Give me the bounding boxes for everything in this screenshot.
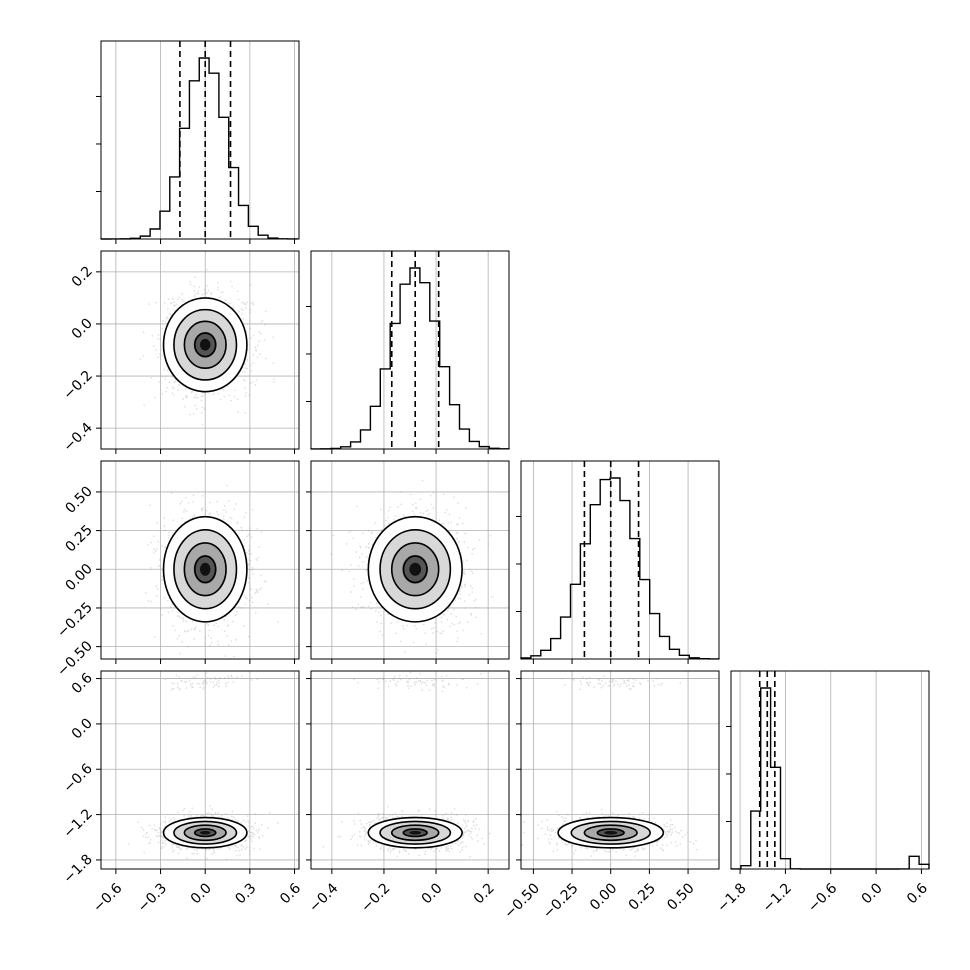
scatter-panel-4-2: −0.4 −0.2 0.0 0.2 — [306, 670, 510, 916]
contour-line — [162, 297, 248, 393]
contour-line — [390, 542, 440, 597]
scatter-panel-4-1: −0.6 −0.3 0.0 0.3 0.6 −1.8 −1.2 −0.6 0.0 0.6 — [60, 670, 304, 916]
contour-line — [162, 816, 248, 849]
density-fill — [604, 830, 618, 835]
y-tick-label: −0.2 — [60, 368, 95, 403]
y-tick-label: −1.2 — [60, 806, 95, 841]
y-tick-label: 0.0 — [69, 715, 96, 742]
histogram-panel-2 — [306, 250, 510, 454]
contour-line — [367, 816, 463, 849]
y-tick-label: −0.6 — [60, 761, 95, 796]
contour-line — [193, 332, 217, 358]
x-tick-label: −1.8 — [714, 880, 749, 915]
x-tick-label: 0.00 — [587, 880, 620, 913]
scatter-panel-2-1: −0.4 −0.2 0.0 0.2 — [60, 250, 300, 455]
contour-line — [173, 308, 238, 381]
panel-frame — [310, 670, 510, 870]
panel-frame — [520, 460, 720, 660]
density-fill — [200, 338, 211, 351]
y-tick-label: 0.2 — [69, 263, 96, 290]
density-fill — [409, 830, 422, 835]
panel-frame — [520, 670, 720, 870]
contour-line — [162, 515, 248, 623]
y-tick-label: −0.25 — [54, 599, 96, 641]
x-tick-label: 0.0 — [419, 880, 446, 907]
density-fill — [200, 830, 211, 835]
y-tick-label: −0.4 — [60, 420, 95, 455]
panel-frame — [730, 670, 930, 870]
y-tick-label: 0.25 — [62, 522, 95, 555]
y-tick-label: 0.6 — [69, 670, 96, 697]
x-tick-label: −1.2 — [760, 880, 795, 915]
y-tick-label: −0.50 — [54, 638, 96, 680]
contour-line — [183, 320, 227, 370]
x-tick-label: 0.0 — [188, 880, 215, 907]
x-tick-label: −0.6 — [90, 880, 125, 915]
histogram-panel-1 — [96, 40, 300, 244]
panel-frame — [310, 250, 510, 450]
x-tick-label: −0.50 — [501, 880, 543, 922]
density-fill — [409, 562, 422, 576]
histogram-step — [730, 687, 930, 870]
histogram-panel-4: −1.8 −1.2 −0.6 0.0 0.6 — [714, 670, 931, 916]
contour-line — [173, 820, 238, 845]
panel-frame — [100, 460, 300, 660]
contour-line — [583, 824, 638, 842]
x-tick-label: 0.2 — [471, 880, 498, 907]
scatter-panel-3-2 — [306, 460, 510, 664]
contour-line — [193, 828, 217, 838]
histogram-step — [100, 57, 299, 240]
y-tick-label: −1.8 — [60, 851, 95, 886]
x-tick-label: 0.6 — [904, 880, 931, 907]
scatter-points — [164, 672, 259, 692]
panel-frame — [100, 670, 300, 870]
contour-line — [183, 824, 227, 842]
panel-frame — [100, 250, 300, 450]
contour-line — [390, 824, 440, 842]
contour-line — [402, 555, 428, 584]
contour-line — [173, 529, 238, 610]
histogram-step — [310, 267, 510, 450]
scatter-panel-3-1: −0.50−0.25 0.00 0.25 0.50 — [54, 460, 300, 680]
contour-line — [557, 816, 665, 849]
x-tick-label: −0.2 — [358, 880, 393, 915]
contour-line — [402, 828, 428, 838]
scatter-points — [561, 675, 681, 691]
histogram-panel-3 — [516, 460, 720, 664]
x-tick-label: −0.3 — [135, 880, 170, 915]
contour-line — [570, 820, 651, 845]
contour-line — [379, 529, 452, 610]
y-tick-label: 0.50 — [62, 483, 95, 516]
scatter-panel-4-3: −0.50−0.25 0.00 0.25 0.50 — [501, 670, 720, 922]
x-tick-label: −0.6 — [805, 880, 840, 915]
y-tick-label: 0.0 — [69, 315, 96, 342]
contour-line — [379, 820, 452, 845]
y-tick-label: 0.00 — [62, 561, 95, 594]
x-tick-label: 0.0 — [859, 880, 886, 907]
x-tick-label: −0.4 — [306, 880, 341, 915]
panel-frame — [100, 40, 300, 240]
contour-line — [183, 542, 227, 597]
contour-line — [367, 515, 463, 623]
contour-line — [596, 828, 625, 838]
panel-frame — [310, 460, 510, 660]
contour-line — [193, 555, 217, 584]
x-tick-label: 0.6 — [277, 880, 304, 907]
histogram-step — [520, 477, 720, 660]
x-tick-label: −0.25 — [540, 880, 582, 922]
x-tick-label: 0.50 — [664, 880, 697, 913]
density-fill — [200, 562, 211, 576]
x-tick-label: 0.3 — [232, 880, 259, 907]
scatter-points — [353, 671, 483, 693]
x-tick-label: 0.25 — [626, 880, 659, 913]
